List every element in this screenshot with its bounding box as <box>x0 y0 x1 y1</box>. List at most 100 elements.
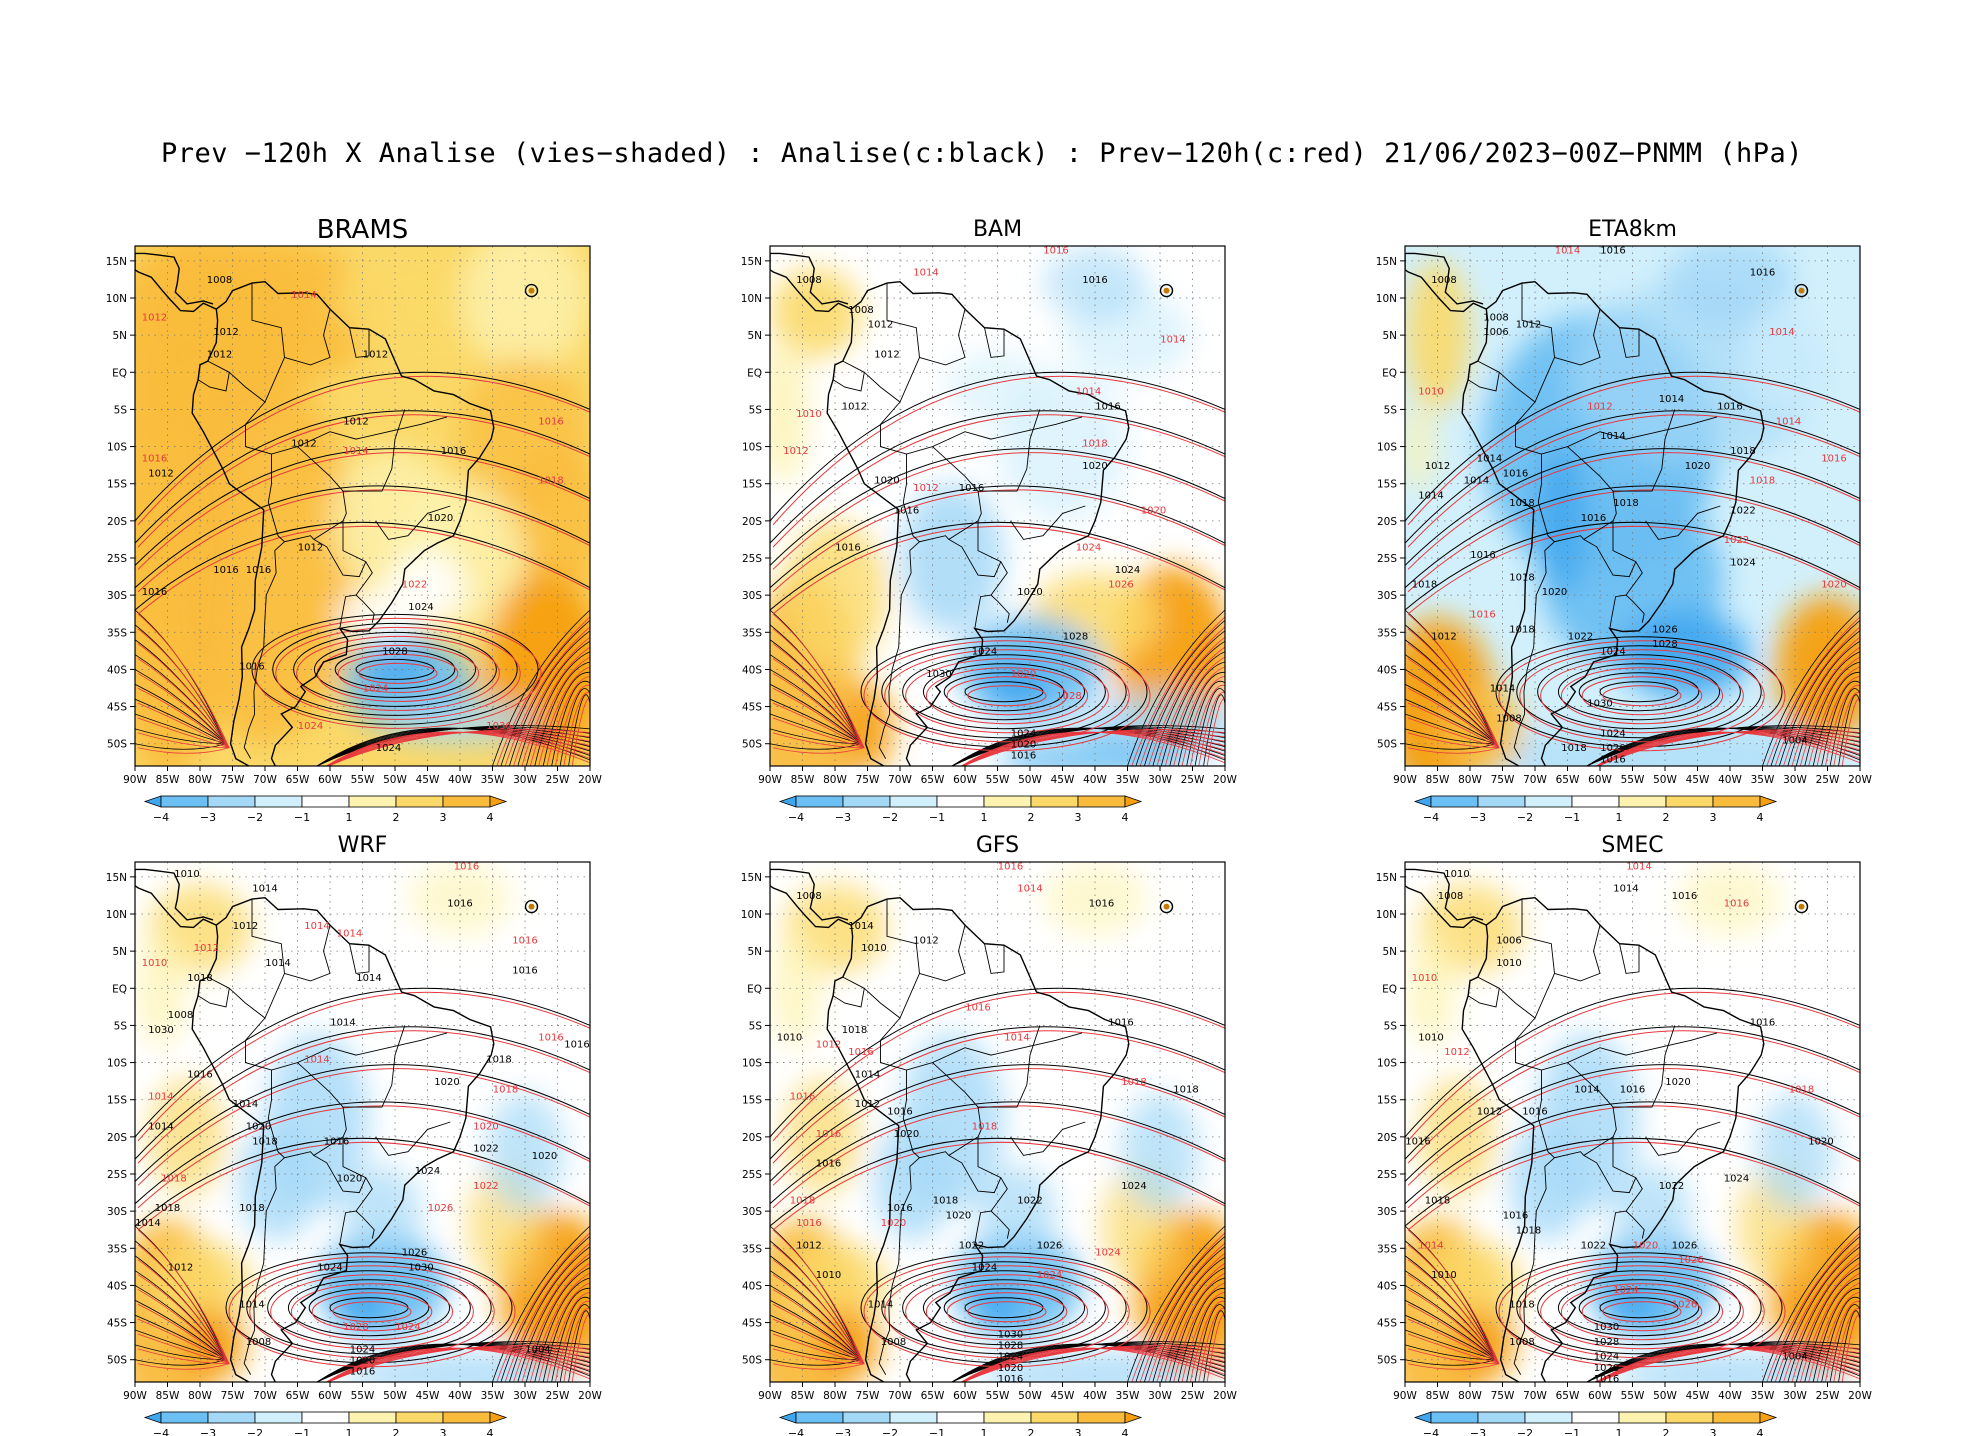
x-tick-label: 20W <box>1213 1390 1237 1402</box>
colorbar-segment <box>1618 1411 1667 1424</box>
country-border <box>1625 1210 1645 1239</box>
isobar <box>772 643 865 748</box>
y-tick-label: 5S <box>1384 404 1398 416</box>
isobar <box>546 1292 590 1382</box>
isobar <box>770 728 862 745</box>
isobar <box>943 1288 1065 1328</box>
isobar <box>1540 1274 1744 1350</box>
country-border <box>1583 1136 1637 1194</box>
isobar <box>1602 685 1682 707</box>
isobar <box>1498 1256 1786 1368</box>
country-border <box>243 541 285 759</box>
x-tick-label: 40W <box>1083 1390 1107 1402</box>
isobar <box>1407 643 1500 748</box>
contour-label: 1020 <box>337 1173 362 1184</box>
isobar <box>316 725 590 766</box>
isobar <box>770 448 1225 566</box>
isobar <box>1164 1272 1225 1382</box>
contour-label: 1020 <box>946 1211 971 1222</box>
isobar <box>1135 1236 1225 1382</box>
country-border <box>948 520 1002 578</box>
colorbar-segment <box>1430 795 1479 808</box>
contour-label: 1018 <box>1509 624 1534 635</box>
isobar <box>137 1363 230 1370</box>
isobar <box>1407 525 1860 615</box>
colorbar-label: −2 <box>882 1427 898 1436</box>
contour-label: 1020 <box>1141 505 1166 516</box>
isobar <box>772 673 865 748</box>
contour-label: 1018 <box>1613 498 1638 509</box>
colorbar-label: 4 <box>1757 1427 1764 1436</box>
contour-label: 1016 <box>1672 891 1697 902</box>
y-tick-label: 50S <box>107 1355 127 1367</box>
colorbar-segment <box>1030 795 1079 808</box>
map-area: 1016 1010 1014 1016 1014 1012 1014 1012 1010 1014… <box>135 862 590 1382</box>
country-border <box>207 899 285 1019</box>
colorbar-segment <box>207 795 256 808</box>
isobar <box>538 1282 590 1382</box>
colorbar-segment <box>143 1411 162 1424</box>
isobar <box>1783 636 1860 766</box>
isobar <box>1405 1101 1860 1205</box>
isobar <box>1148 1252 1225 1382</box>
y-tick-label: 10N <box>106 909 127 921</box>
y-tick-label: 40S <box>1377 1280 1397 1292</box>
bias-patch <box>1444 684 1522 766</box>
isobar <box>1766 616 1860 766</box>
x-tick-label: 60W <box>953 774 977 786</box>
bias-patch <box>239 1122 317 1241</box>
isobar <box>1407 1289 1500 1364</box>
x-tick-label: 35W <box>481 774 505 786</box>
colorbar-segment <box>842 1411 891 1424</box>
isobar <box>770 1359 862 1366</box>
y-tick-label: 20S <box>1377 1132 1397 1144</box>
isobar <box>951 725 1225 766</box>
contour-label: 1024 <box>1600 728 1625 739</box>
isobar <box>1597 731 1860 766</box>
isobar <box>509 630 590 766</box>
contour-label: 1012 <box>816 1040 841 1051</box>
forecast-contours <box>1407 375 1860 766</box>
y-tick-label: 35S <box>1377 1243 1397 1255</box>
country-border <box>832 988 865 1008</box>
y-tick-label: 5S <box>114 404 128 416</box>
colorbar-label: 2 <box>393 1427 400 1436</box>
contour-label: 1016 <box>998 861 1023 872</box>
isobar <box>327 729 590 766</box>
country-border <box>313 520 367 578</box>
x-tick-label: 65W <box>921 1390 945 1402</box>
contour-label: 1012 <box>142 312 167 323</box>
y-tick-label: 20S <box>107 516 127 528</box>
isobar <box>1405 1026 1860 1160</box>
isobar <box>960 731 1225 766</box>
isobar <box>1799 1272 1860 1382</box>
isobar <box>1838 694 1860 766</box>
country-border <box>349 327 370 358</box>
isobar <box>137 414 590 548</box>
isobar <box>770 698 862 745</box>
isobar <box>1407 717 1500 749</box>
isobar <box>571 1314 590 1382</box>
isobar <box>1405 683 1497 745</box>
y-tick-label: 35S <box>107 1243 127 1255</box>
y-tick-label: 40S <box>107 1280 127 1292</box>
y-tick-label: 35S <box>742 627 762 639</box>
isobar <box>563 1308 590 1382</box>
colorbar: −4 −3 −2 −1 1 2 3 4 <box>778 795 1143 824</box>
isobar <box>1131 616 1225 766</box>
x-tick-label: 35W <box>1116 774 1140 786</box>
contour-label: 1030 <box>1587 699 1612 710</box>
country-border <box>990 594 1010 623</box>
bias-patch <box>770 268 861 358</box>
isobar <box>884 1265 1130 1359</box>
isobar <box>1578 672 1700 712</box>
contour-label: 1016 <box>1043 245 1068 256</box>
isobar <box>1405 1344 1497 1361</box>
country-border <box>1513 541 1555 759</box>
isobar <box>1596 1347 1860 1382</box>
colorbar-segment <box>348 795 397 808</box>
isobar <box>1766 1232 1860 1382</box>
contour-label: 1028 <box>1594 1337 1619 1348</box>
contour-label: 1016 <box>350 1367 375 1378</box>
colorbar-segment <box>1477 1411 1526 1424</box>
